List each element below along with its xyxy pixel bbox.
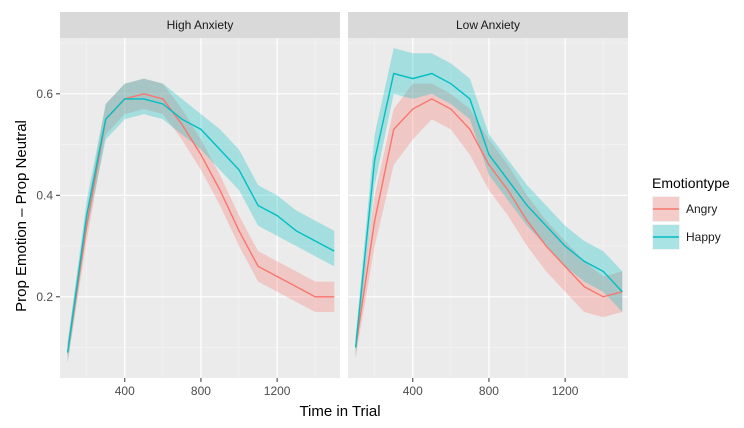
x-tick-label: 1200 xyxy=(264,384,291,398)
panel-low-anxiety: Low Anxiety xyxy=(348,12,628,378)
ribbon-happy xyxy=(67,78,335,363)
legend-item-happy: Happy xyxy=(652,224,721,250)
panel-background xyxy=(60,38,340,378)
y-tick-label: 0.4 xyxy=(36,188,53,202)
y-axis-title: Prop Emotion – Prop Neutral xyxy=(13,120,30,312)
facet-strip-label: High Anxiety xyxy=(167,18,234,32)
facet-strip xyxy=(348,12,628,38)
facet-strip xyxy=(60,12,340,38)
panel-high-anxiety: High Anxiety xyxy=(60,12,340,378)
series-line-happy xyxy=(354,72,623,348)
panel-background xyxy=(348,38,628,378)
x-tick-label: 1200 xyxy=(552,384,579,398)
y-tick-label: 0.2 xyxy=(36,290,53,304)
legend-title: Emotiontype xyxy=(652,175,730,191)
y-tick-label: 0.6 xyxy=(36,87,53,101)
x-tick-label: 400 xyxy=(115,384,135,398)
x-tick-label: 800 xyxy=(479,384,499,398)
facet-strip-label: Low Anxiety xyxy=(456,18,520,32)
legend-item-label: Happy xyxy=(686,230,721,244)
x-tick-label: 400 xyxy=(403,384,423,398)
legend-items: Angry Happy xyxy=(652,196,721,250)
legend-item-label: Angry xyxy=(686,202,717,216)
series-line-angry xyxy=(354,98,623,348)
panels-layer: High Anxiety Low Anxiety xyxy=(60,12,628,378)
x-tick-label: 800 xyxy=(191,384,211,398)
series-line-happy xyxy=(66,98,335,353)
legend: Emotiontype Angry Happy xyxy=(652,175,730,250)
legend-item-angry: Angry xyxy=(652,196,717,222)
x-axis-title: Time in Trial xyxy=(299,403,380,420)
axes-layer: 400 800 1200 0.2 0.4 0.6 400 800 1200 xyxy=(36,87,579,398)
